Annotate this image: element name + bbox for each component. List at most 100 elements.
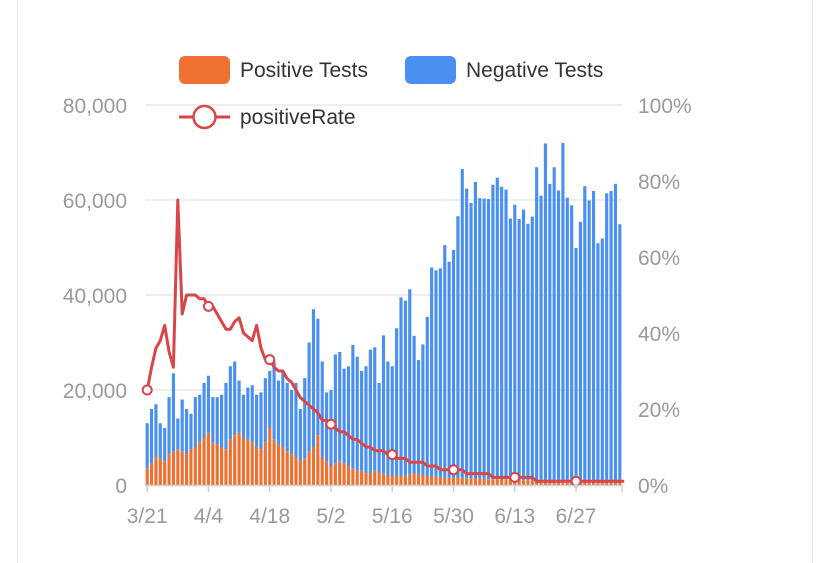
positive-tests-bar [399,475,403,485]
positive-tests-bar [163,461,167,485]
negative-tests-bar [408,289,412,475]
positive-tests-bar [495,479,499,485]
positive-tests-bar [456,477,460,485]
positive-tests-bar [600,480,604,485]
positive-tests-bar [294,456,298,485]
negative-tests-bar [167,397,171,455]
positive-tests-bar [373,470,377,485]
negative-tests-bar [294,382,298,457]
positive-tests-bar [233,435,237,485]
x-tick-label: 5/16 [372,505,413,528]
positive-tests-bar [530,480,534,485]
legend-swatch-positive[interactable] [179,56,230,84]
negative-tests-bar [403,300,407,477]
positive-tests-bar [596,480,600,485]
positive-tests-bar [224,449,228,485]
negative-tests-bar [316,318,320,436]
positive-tests-bar [355,470,359,485]
positive-rate-marker [509,471,521,483]
positive-tests-bar [268,428,272,485]
positive-tests-bar [526,480,530,485]
positive-tests-bar [180,451,184,485]
negative-tests-bar [154,404,158,457]
negative-tests-bar [552,167,556,481]
negative-tests-bar [285,382,289,452]
positive-tests-bar [211,442,215,485]
legend-label-positive[interactable]: Positive Tests [240,59,368,82]
bars [145,143,622,485]
negative-tests-bar [290,390,294,455]
negative-tests-bar [548,183,552,481]
positive-tests-bar [325,461,329,485]
positive-tests-bar [421,475,425,485]
negative-tests-bar [451,249,456,478]
positive-rate-marker [202,300,214,312]
negative-tests-bar [311,309,316,447]
positive-tests-bar [149,463,154,485]
positive-tests-bar [543,480,547,485]
positive-tests-bar [539,480,543,485]
negative-tests-bar [530,216,534,481]
positive-tests-bar [486,479,491,485]
positive-tests-bar [473,478,477,485]
legend-label-rate[interactable]: positiveRate [240,106,356,129]
positive-tests-bar [246,439,250,485]
positive-tests-bar [381,473,386,485]
negative-tests-bar [605,193,609,481]
negative-tests-bar [281,371,285,447]
negative-tests-bar [259,392,263,450]
positive-rate-marker [386,449,398,461]
negative-tests-bar [399,297,403,476]
negative-tests-bar [360,371,364,471]
negative-tests-bar [381,335,386,474]
positive-tests-bar [206,432,211,485]
legend-label-negative[interactable]: Negative Tests [466,59,603,82]
negative-tests-bar [228,366,232,440]
positive-tests-bar [198,442,202,485]
positive-rate-marker [325,418,337,430]
negative-tests-bar [163,428,167,462]
x-tick-label: 5/30 [433,505,474,528]
positive-tests-bar [193,447,197,485]
legend[interactable]: Positive Tests Negative Tests positiveRate [179,56,603,130]
negative-tests-bar [513,204,517,481]
positive-tests-bar [255,447,259,485]
positive-tests-bar [443,477,447,485]
negative-tests-bar [272,361,276,440]
positive-tests-bar [377,473,381,485]
positive-tests-bar [390,475,394,485]
positive-tests-bar [517,480,521,485]
x-tick-label: 3/21 [127,505,168,528]
legend-swatch-negative[interactable] [405,56,456,84]
y-left-tick-label: 60,000 [63,190,127,213]
positive-tests-bar [241,437,246,485]
positive-tests-bar [521,480,526,485]
negative-tests-bar [543,143,547,481]
positive-tests-bar [285,451,289,485]
negative-tests-bar [303,378,307,459]
negative-tests-bar [504,189,508,480]
negative-tests-bar [600,238,604,481]
negative-tests-bar [473,181,477,479]
negative-tests-bar [184,409,189,455]
positive-tests-bar [145,468,149,485]
negative-tests-bar [574,247,578,481]
positive-tests-bar [189,449,193,485]
negative-tests-bar [368,349,372,474]
positive-tests-bar [508,479,512,485]
positive-tests-bar [434,476,438,485]
positive-rate-marker [448,464,460,476]
positive-tests-bar [316,435,320,485]
negative-tests-bar [307,342,311,452]
positive-rate-marker [264,354,276,366]
legend-marker-rate[interactable] [192,104,217,130]
negative-tests-bar [395,328,399,476]
positive-tests-bar [504,479,508,485]
positive-rate-line [145,198,625,483]
negative-tests-bar [434,270,438,477]
positive-tests-bar [171,451,176,485]
negative-tests-bar [447,261,451,478]
negative-tests-bar [416,360,421,475]
positive-tests-bar [447,477,451,485]
